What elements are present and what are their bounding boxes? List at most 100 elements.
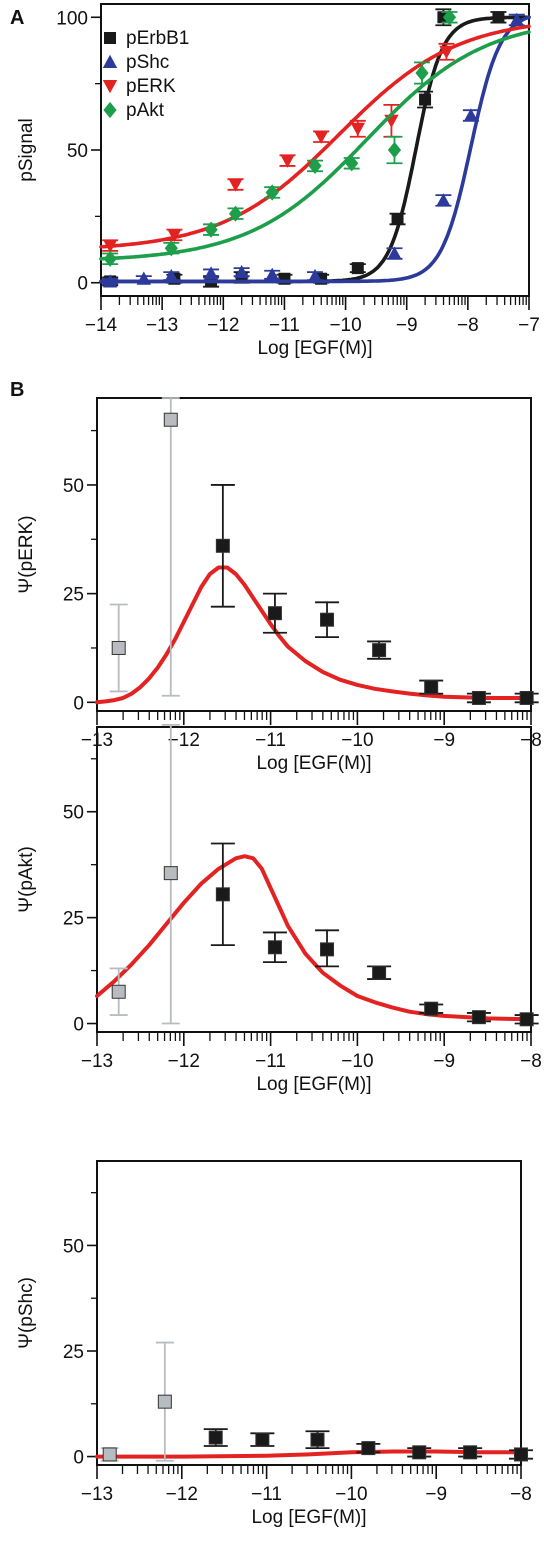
panel-b-pshc: −13 −12 −11 −10 −9 −8 0 25 50 Log [EGF(M)] Ψ(pShc) (16, 1160, 533, 1528)
x-minor-ticks (122, 1032, 528, 1041)
y-axis-title: Ψ(pERK) (16, 515, 37, 593)
x-tick-label: −9 (433, 1051, 455, 1072)
data-point (372, 965, 387, 980)
legend-marker (102, 54, 118, 68)
data-point (215, 887, 230, 902)
data-point (412, 1445, 427, 1460)
data-point (372, 643, 387, 658)
data-point (320, 942, 335, 957)
x-tick-label: −13 (81, 1051, 113, 1072)
data-point-pShc (203, 266, 219, 280)
y-axis-title: pSignal (16, 118, 37, 181)
data-point-pERK (280, 154, 295, 168)
data-point-pAkt (265, 184, 279, 201)
panel-letter: A (10, 7, 24, 29)
data-point-pShc (307, 268, 323, 283)
legend-marker (103, 101, 117, 119)
data-point-pERK (102, 239, 118, 253)
y-tick-label: 25 (63, 1342, 84, 1363)
data-point-pAkt (103, 250, 117, 267)
y-tick-label: 0 (73, 1448, 84, 1469)
data-point (310, 1432, 325, 1447)
error-bar (161, 397, 180, 697)
data-point (519, 690, 534, 705)
data-point-pErbB1 (419, 93, 432, 106)
data-point (471, 1010, 486, 1025)
x-minor-ticks (121, 1465, 518, 1474)
data-point (361, 1441, 376, 1456)
legend-item-pShc: pShc (102, 52, 169, 73)
data-point (424, 680, 439, 695)
model-curve (95, 854, 533, 1022)
plot-frame (96, 1160, 522, 1466)
data-point-pERK (350, 122, 365, 136)
data-point-pErbB1 (391, 213, 404, 226)
data-point (111, 640, 126, 655)
y-tick-label: 50 (63, 803, 84, 824)
data-point-pAkt (387, 141, 402, 159)
y-tick-label: 50 (63, 1236, 84, 1257)
x-tick-label: −8 (457, 315, 479, 336)
x-axis-title: Log [EGF(M)] (256, 753, 371, 774)
x-tick-label: −11 (251, 1484, 282, 1505)
x-tick-label: −9 (433, 730, 455, 751)
y-tick-label: 50 (67, 141, 88, 162)
panel-b-pakt: −13 −12 −11 −10 −9 −8 0 25 50 Log [EGF(M)] Ψ(pAkt) (16, 723, 542, 1095)
data-point-pShc (509, 12, 524, 26)
data-point (111, 984, 126, 999)
x-minor-ticks (122, 711, 528, 720)
data-point (208, 1430, 223, 1445)
legend-label: pAkt (126, 100, 165, 121)
x-tick-label: −12 (168, 1051, 200, 1072)
x-tick-label: −8 (520, 1051, 542, 1072)
series-pAkt (99, 9, 531, 267)
x-tick-label: −7 (518, 315, 540, 336)
x-tick-label: −12 (207, 315, 239, 336)
legend-label: pERK (126, 76, 176, 97)
model-curve (95, 1449, 523, 1459)
x-minor-ticks (118, 296, 527, 305)
legend-label: pErbB1 (126, 28, 189, 49)
y-tick-label: 0 (77, 274, 88, 295)
x-tick-label: −9 (396, 315, 418, 336)
y-axis-title: Ψ(pAkt) (16, 846, 37, 913)
data-point-pERK (228, 178, 243, 192)
legend-marker (104, 32, 116, 44)
legend-item-pERK: pERK (102, 76, 176, 97)
data-point (163, 412, 178, 427)
data-point-pAkt (204, 221, 218, 238)
legend-item-pErbB1: pErbB1 (104, 28, 189, 49)
plot-frame (96, 726, 532, 1033)
data-point-pAkt (345, 155, 359, 172)
data-point-pShc (136, 271, 151, 285)
data-point-pShc (234, 264, 249, 279)
data-point (471, 690, 486, 705)
legend-label: pShc (126, 52, 169, 73)
x-axis-title: Log [EGF(M)] (251, 1507, 366, 1528)
x-tick-label: −13 (81, 1484, 113, 1505)
data-point-pAkt (164, 240, 178, 257)
model-curve (95, 565, 533, 705)
legend-marker (102, 80, 118, 94)
data-point (157, 1394, 172, 1409)
data-point-pErbB1 (492, 11, 505, 24)
y-axis-title: Ψ(pShc) (16, 1277, 37, 1349)
data-point (267, 940, 282, 955)
data-point-pAkt (442, 9, 457, 26)
x-axis-title: Log [EGF(M)] (257, 338, 372, 359)
x-tick-label: −10 (329, 315, 361, 336)
data-point-pAkt (228, 205, 243, 222)
data-point (255, 1432, 270, 1447)
x-axis-title: Log [EGF(M)] (256, 1074, 371, 1095)
panel-letter: B (10, 379, 24, 401)
x-tick-label: −12 (166, 1484, 198, 1505)
legend-item-pAkt: pAkt (103, 100, 165, 121)
data-point-pERK (167, 228, 182, 243)
data-point-pShc (102, 274, 118, 288)
data-point (163, 866, 178, 881)
data-point (215, 538, 230, 553)
x-tick-label: −10 (341, 1051, 373, 1072)
x-tick-label: −11 (255, 730, 286, 751)
